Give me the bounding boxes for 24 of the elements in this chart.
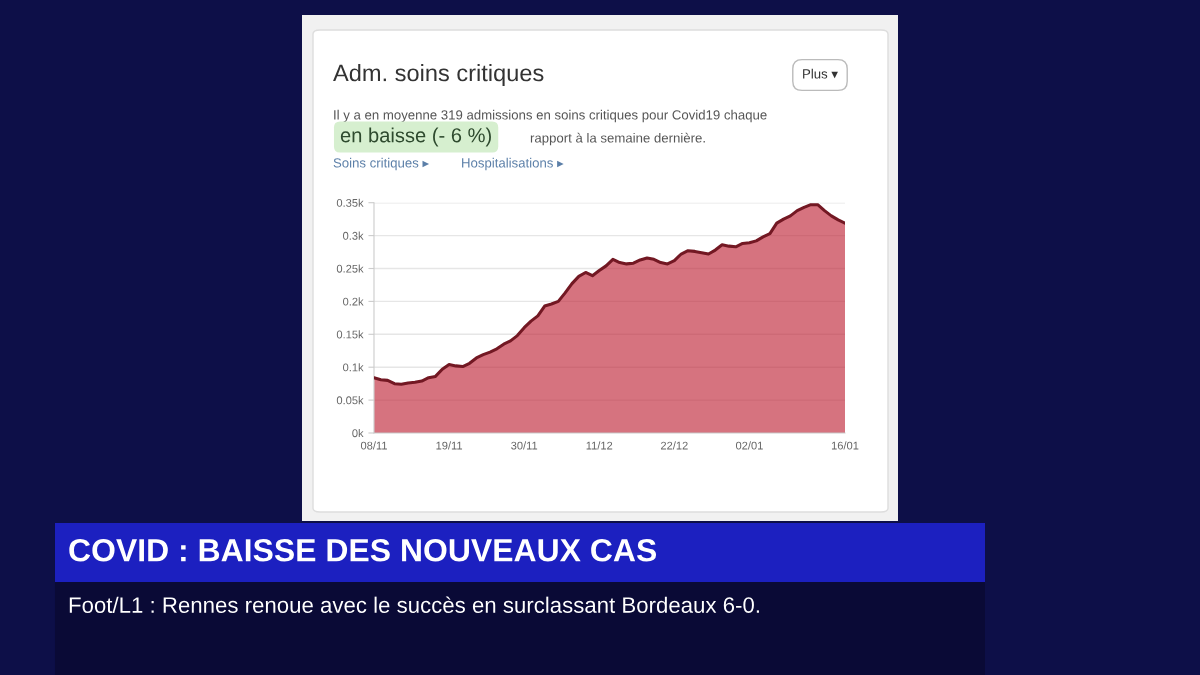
text: Plus ▾ xyxy=(803,68,838,79)
text: Soins critiques ▸ xyxy=(333,157,430,171)
x-tick-label: 30/11 xyxy=(511,441,538,450)
text: en baisse (- 6 %) xyxy=(340,127,491,147)
chart-subtitle: Il y a en moyenne 319 admissions en soins critiques pour Covid19 chaque xyxy=(334,109,767,123)
y-tick-label: 0.1k xyxy=(343,363,364,372)
y-tick-label: 0.35k xyxy=(336,198,364,207)
x-tick-label: 16/01 xyxy=(831,441,859,450)
y-tick-label: 0k xyxy=(352,428,364,438)
x-tick-label: 02/01 xyxy=(735,441,763,450)
x-tick-label: 22/12 xyxy=(661,441,688,450)
text: COVID : BAISSE DES NOUVEAUX CAS xyxy=(69,538,657,562)
y-tick-label: 0.05k xyxy=(336,396,364,405)
y-tick-label: 0.2k xyxy=(343,297,364,306)
y-tick-label: 0.3k xyxy=(343,231,364,240)
y-tick-label: 0.15k xyxy=(336,330,364,339)
x-tick-label: 19/11 xyxy=(436,441,463,450)
x-tick-label: 08/11 xyxy=(360,441,387,450)
text: Foot/L1 : Rennes renoue avec le succès en surclassant Bordeaux 6-0. xyxy=(69,596,759,613)
y-tick-label: 0.25k xyxy=(336,264,364,273)
chart-title: Adm. soins critiques xyxy=(333,64,544,86)
text: rapport à la semaine dernière. xyxy=(530,132,705,146)
text: Hospitalisations ▸ xyxy=(462,157,564,171)
x-tick-label: 11/12 xyxy=(586,441,613,450)
